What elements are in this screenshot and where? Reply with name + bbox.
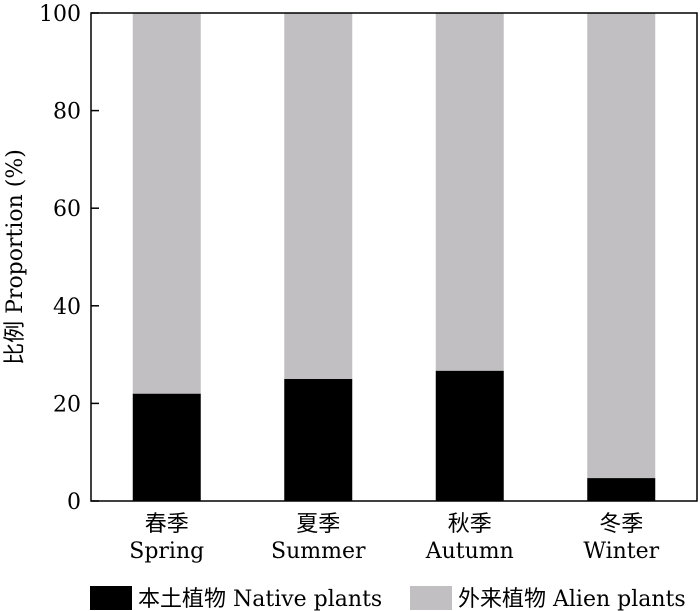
- y-axis-title: 比例 Proportion (%): [3, 149, 28, 365]
- bar-native-autumn: [435, 370, 504, 501]
- legend-swatch-alien: [410, 586, 452, 610]
- y-tick-label-100: 100: [39, 2, 81, 27]
- bars-group: [132, 13, 656, 501]
- legend-swatch-native: [90, 586, 132, 610]
- x-label-en-autumn: Autumn: [425, 539, 514, 564]
- bar-alien-spring: [132, 13, 201, 394]
- bar-native-summer: [284, 379, 353, 501]
- y-tick-label-60: 60: [53, 197, 81, 222]
- x-label-en-winter: Winter: [583, 539, 659, 564]
- x-label-en-summer: Summer: [271, 539, 366, 564]
- legend: 本土植物 Native plants 外来植物 Alien plants: [90, 586, 686, 611]
- bar-alien-autumn: [435, 13, 504, 371]
- x-label-en-spring: Spring: [129, 539, 204, 564]
- y-axis-ticks: 0 20 40 60 80 100: [39, 2, 99, 515]
- legend-label-alien: 外来植物 Alien plants: [458, 587, 686, 611]
- y-tick-label-80: 80: [53, 100, 81, 125]
- y-tick-label-20: 20: [53, 392, 81, 417]
- bar-native-spring: [132, 393, 201, 501]
- bar-alien-summer: [284, 13, 353, 379]
- legend-label-native: 本土植物 Native plants: [138, 587, 382, 611]
- x-label-zh-autumn: 秋季: [448, 512, 492, 537]
- y-tick-label-40: 40: [53, 295, 81, 320]
- x-label-zh-summer: 夏季: [296, 512, 340, 537]
- x-label-zh-spring: 春季: [145, 512, 189, 537]
- plot-frame: [90, 12, 698, 502]
- bar-native-winter: [587, 478, 656, 501]
- x-label-zh-winter: 冬季: [599, 512, 643, 537]
- bar-alien-winter: [587, 13, 656, 479]
- y-tick-label-0: 0: [67, 490, 81, 515]
